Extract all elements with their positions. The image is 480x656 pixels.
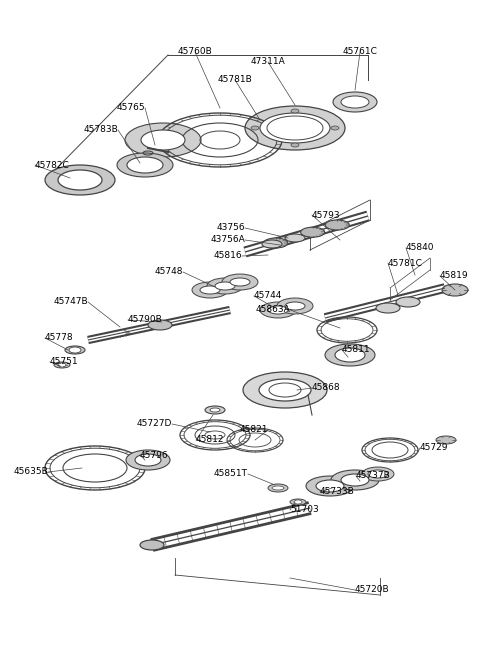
Text: 45840: 45840 [406,243,434,253]
Ellipse shape [268,306,288,314]
Text: 51703: 51703 [290,506,319,514]
Text: 45765: 45765 [116,104,145,112]
Ellipse shape [291,143,299,147]
Text: 45747B: 45747B [53,298,88,306]
Ellipse shape [126,450,170,470]
Ellipse shape [306,476,354,496]
Ellipse shape [200,286,220,294]
Ellipse shape [148,320,172,330]
Text: 43756: 43756 [216,224,245,232]
Text: 45751: 45751 [50,358,79,367]
Text: 45733B: 45733B [320,487,355,497]
Ellipse shape [335,348,365,362]
Ellipse shape [58,170,102,190]
Ellipse shape [69,347,81,353]
Text: 45863A: 45863A [255,306,290,314]
Ellipse shape [140,540,164,550]
Ellipse shape [341,474,369,486]
Ellipse shape [117,153,173,177]
Ellipse shape [277,298,313,314]
Text: 45819: 45819 [440,272,468,281]
Ellipse shape [291,109,299,113]
Ellipse shape [436,436,456,444]
Ellipse shape [316,480,344,492]
Text: 45781B: 45781B [217,75,252,85]
Ellipse shape [58,363,66,367]
Text: 47311A: 47311A [251,58,286,66]
Text: 45748: 45748 [155,268,183,276]
Ellipse shape [264,238,288,248]
Ellipse shape [285,234,305,242]
Ellipse shape [205,406,225,414]
Ellipse shape [192,282,228,298]
Text: 45821: 45821 [240,426,268,434]
Ellipse shape [125,123,201,157]
Ellipse shape [141,130,185,150]
Ellipse shape [300,227,324,237]
Text: 45811: 45811 [342,346,371,354]
Ellipse shape [331,470,379,490]
Ellipse shape [376,303,400,313]
Ellipse shape [333,92,377,112]
Ellipse shape [290,499,306,505]
Text: 45812: 45812 [196,436,225,445]
Text: 45778: 45778 [45,333,73,342]
Ellipse shape [251,126,259,130]
Ellipse shape [54,362,70,368]
Text: 45851T: 45851T [214,470,248,478]
Ellipse shape [368,470,388,478]
Ellipse shape [442,284,468,296]
Text: 45635B: 45635B [13,468,48,476]
Text: 43756A: 43756A [210,236,245,245]
Ellipse shape [262,240,282,248]
Ellipse shape [222,274,258,290]
Text: 45781C: 45781C [388,258,423,268]
Ellipse shape [245,106,345,150]
Ellipse shape [396,297,420,307]
Ellipse shape [260,302,296,318]
Ellipse shape [207,278,243,294]
Text: 45782C: 45782C [35,161,70,169]
Ellipse shape [259,379,311,401]
Text: 45868: 45868 [312,384,341,392]
Ellipse shape [341,96,369,108]
Ellipse shape [325,220,349,230]
Text: 45796: 45796 [140,451,168,459]
Text: 45761C: 45761C [343,47,377,56]
Ellipse shape [260,113,330,143]
Text: 45793: 45793 [312,211,341,220]
Text: 45783B: 45783B [83,125,118,134]
Text: 45760B: 45760B [178,47,212,56]
Text: 45729: 45729 [420,443,448,453]
Text: 45816: 45816 [214,251,242,260]
Ellipse shape [210,408,220,412]
Text: 45727D: 45727D [137,419,172,428]
Ellipse shape [230,278,250,286]
Ellipse shape [272,486,284,490]
Text: 45720B: 45720B [355,586,390,594]
Ellipse shape [215,282,235,290]
Ellipse shape [362,467,394,481]
Ellipse shape [294,500,302,504]
Ellipse shape [285,302,305,310]
Ellipse shape [243,372,327,408]
Ellipse shape [127,157,163,173]
Ellipse shape [135,454,161,466]
Ellipse shape [268,484,288,492]
Ellipse shape [331,126,339,130]
Ellipse shape [45,165,115,195]
Ellipse shape [65,346,85,354]
Text: 45737B: 45737B [356,472,391,480]
Text: 45790B: 45790B [128,316,163,325]
Ellipse shape [325,344,375,366]
Text: 45744: 45744 [254,291,282,300]
